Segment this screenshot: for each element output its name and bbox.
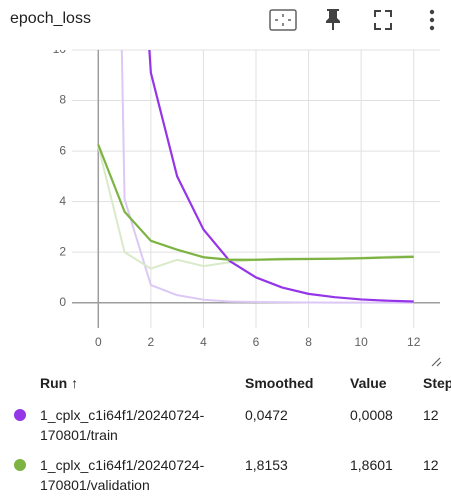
x-tick-label: 0 — [95, 335, 102, 349]
x-tick-label: 6 — [253, 335, 260, 349]
smoothed-line — [148, 50, 414, 303]
value: 1,8601 — [350, 457, 393, 473]
smoothed-value: 0,0472 — [245, 407, 288, 423]
toolbar — [269, 9, 435, 31]
card-title: epoch_loss — [10, 10, 91, 27]
y-tick-label: 2 — [59, 244, 66, 258]
run-row[interactable]: 1_cplx_c1i64f1/20240724-170801/validatio… — [0, 455, 451, 499]
smoothed-value: 1,8153 — [245, 457, 288, 473]
y-tick-label: 8 — [59, 93, 66, 107]
resize-handle[interactable] — [431, 357, 442, 367]
run-row[interactable]: 1_cplx_c1i64f1/20240724-170801/train 0,04… — [0, 405, 451, 449]
column-header[interactable]: Run ↑ — [40, 375, 79, 391]
fit-domain-button[interactable] — [269, 9, 297, 31]
x-tick-label: 2 — [148, 335, 155, 349]
raw-line — [120, 50, 414, 304]
x-tick-label: 4 — [200, 335, 207, 349]
column-header[interactable]: Step — [423, 375, 451, 391]
value: 0,0008 — [350, 407, 393, 423]
run-color-dot[interactable] — [14, 409, 26, 421]
x-tick-label: 10 — [354, 335, 368, 349]
run-color-dot[interactable] — [14, 459, 26, 471]
plot-lines — [97, 50, 414, 304]
y-tick-label: 4 — [59, 194, 66, 208]
fullscreen-button[interactable] — [374, 10, 392, 30]
pin-button[interactable] — [326, 9, 340, 30]
run-name: 1_cplx_c1i64f1/20240724-170801/train — [40, 407, 205, 443]
y-tick-label: 0 — [59, 295, 66, 309]
x-tick-label: 12 — [407, 335, 421, 349]
grid — [72, 49, 440, 328]
step: 12 — [423, 407, 439, 423]
smoothed-line — [97, 144, 414, 261]
more-button[interactable] — [429, 9, 435, 31]
chart: 0 2 4 6 8 10 0 2 4 6 8 10 12 — [53, 42, 442, 367]
y-tick-label: 6 — [59, 143, 66, 157]
y-tick-label: 10 — [53, 42, 67, 56]
x-tick-label: 8 — [305, 335, 312, 349]
column-header[interactable]: Value — [350, 375, 387, 391]
column-header[interactable]: Smoothed — [245, 375, 314, 391]
step: 12 — [423, 457, 439, 473]
run-name: 1_cplx_c1i64f1/20240724-170801/validatio… — [40, 457, 205, 493]
